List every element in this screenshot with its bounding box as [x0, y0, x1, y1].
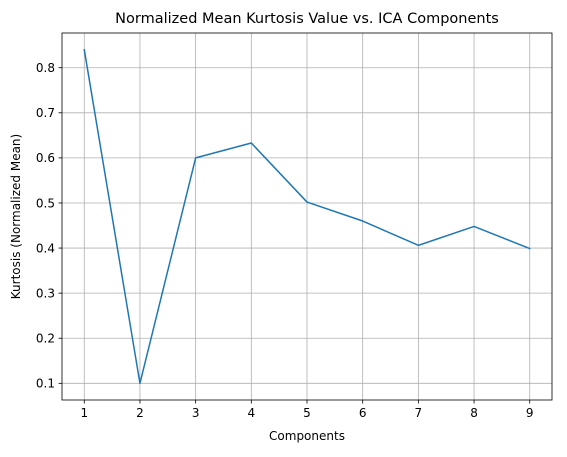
chart-title: Normalized Mean Kurtosis Value vs. ICA C…: [115, 11, 499, 27]
x-tick-label: 8: [470, 406, 478, 420]
x-tick-label: 4: [247, 406, 255, 420]
y-tick-label: 0.7: [36, 106, 55, 120]
y-tick-label: 0.3: [36, 286, 55, 300]
y-tick-label: 0.2: [36, 332, 55, 346]
x-tick-label: 3: [192, 406, 200, 420]
x-axis-label: Components: [269, 429, 345, 443]
y-tick-label: 0.4: [36, 241, 55, 255]
grid: [62, 33, 552, 400]
x-tick-label: 2: [136, 406, 144, 420]
y-axis-label: Kurtosis (Normalized Mean): [9, 134, 23, 299]
y-tick-label: 0.5: [36, 196, 55, 210]
y-tick-label: 0.1: [36, 377, 55, 391]
x-tick-label: 7: [415, 406, 423, 420]
x-tick-label: 6: [359, 406, 367, 420]
series-line-kurtosis: [83, 48, 531, 385]
x-tick-label: 1: [80, 406, 88, 420]
x-tick-label: 5: [303, 406, 311, 420]
axis-ticks: 1 2 3 4 5 6 7 8 9 0.1 0.2 0.3 0.4 0.5 0.6 0.7 0.8: [36, 61, 534, 420]
y-tick-label: 0.8: [36, 61, 55, 75]
y-tick-label: 0.6: [36, 151, 55, 165]
x-tick-label: 9: [526, 406, 534, 420]
